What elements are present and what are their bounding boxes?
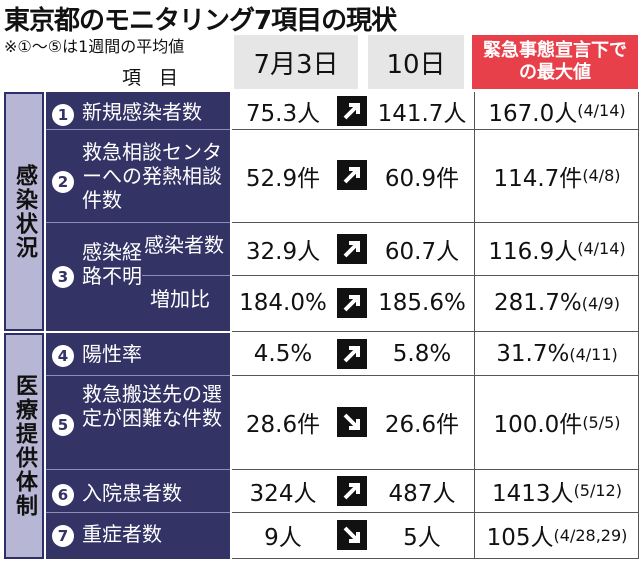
item-number: 3	[52, 266, 74, 288]
divider	[142, 275, 230, 276]
value-max: 31.7% (4/11)	[476, 333, 638, 375]
row-label: 新規感染者数	[82, 100, 202, 124]
label-block-medical	[46, 333, 230, 559]
max-date: (4/9)	[581, 293, 620, 313]
sub-group-label: 感染経路不明	[82, 240, 142, 288]
value-jul3: 4.5%	[253, 341, 313, 367]
value-jul3: 28.6件	[245, 412, 321, 438]
footnote: ※①～⑤は1週間の平均値	[4, 37, 185, 56]
value-10: 185.6%	[378, 290, 466, 316]
value-max: 105人 (4/28,29)	[476, 512, 638, 558]
value-10: 60.7人	[384, 238, 460, 265]
row-label: 重症者数	[82, 522, 162, 546]
trend-down-icon	[337, 520, 367, 550]
max-value: 116.9人	[488, 238, 578, 265]
divider	[46, 512, 230, 513]
value-max: 281.7% (4/9)	[476, 275, 638, 331]
max-date: (4/14)	[577, 101, 626, 120]
divider	[232, 275, 638, 276]
item-number: 1	[52, 104, 74, 126]
value-jul3: 32.9人	[245, 238, 321, 265]
monitoring-table: 感染状況 医療提供体制 1 新規感染者数 2 救急相談センターへの発熱相談件数 …	[4, 92, 639, 559]
value-max: 167.0人 (4/14)	[476, 92, 638, 129]
divider	[46, 129, 230, 130]
trend-up-icon	[337, 234, 367, 264]
trend-up-icon	[337, 96, 367, 126]
value-jul3: 324人	[249, 480, 317, 507]
value-10: 26.6件	[384, 412, 460, 438]
trend-up-icon	[337, 160, 367, 190]
page-title: 東京都のモニタリング7項目の現状	[4, 6, 397, 36]
item-number: 7	[52, 525, 74, 547]
divider	[232, 129, 638, 130]
divider	[638, 92, 639, 559]
col-header-max: 緊急事態宣言下での最大値	[472, 35, 638, 89]
trend-up-icon	[337, 476, 367, 506]
row-label: 救急相談センターへの発熱相談件数	[82, 140, 222, 212]
value-10: 5人	[403, 525, 441, 551]
value-jul3: 75.3人	[245, 100, 321, 127]
col-header-jul3: 7月3日	[234, 35, 358, 89]
value-jul3: 9人	[264, 525, 302, 551]
max-date: (5/5)	[582, 412, 621, 432]
max-value: 114.7件	[493, 165, 583, 192]
divider	[46, 222, 230, 223]
divider	[232, 469, 638, 470]
row-label: 増加比	[150, 287, 210, 311]
group-medical: 医療提供体制	[4, 333, 44, 559]
max-date: (4/28,29)	[553, 525, 628, 545]
row-label: 陽性率	[82, 342, 142, 366]
max-date: (5/12)	[573, 481, 622, 500]
trend-down-icon	[337, 407, 367, 437]
max-value: 31.7%	[496, 341, 570, 367]
item-column-header: 項 目	[122, 67, 185, 89]
row-label: 入院患者数	[82, 481, 182, 505]
group-infection: 感染状況	[4, 92, 44, 331]
max-value: 105人	[486, 525, 554, 551]
value-10: 487人	[388, 480, 456, 507]
group-medical-label: 医療提供体制	[12, 374, 37, 518]
value-max: 116.9人 (4/14)	[476, 222, 638, 275]
value-10: 5.8%	[392, 341, 452, 367]
value-max: 114.7件 (4/8)	[476, 129, 638, 222]
value-10: 60.9件	[384, 165, 460, 192]
group-infection-label: 感染状況	[12, 163, 37, 260]
max-date: (4/14)	[577, 239, 626, 258]
divider	[232, 375, 638, 376]
divider	[474, 92, 475, 559]
trend-up-icon	[337, 339, 367, 369]
divider	[232, 558, 638, 559]
item-number: 4	[52, 345, 74, 367]
row-label: 救急搬送先の選定が困難な件数	[82, 382, 222, 430]
value-10: 141.7人	[377, 100, 467, 127]
value-max: 100.0件 (5/5)	[476, 375, 638, 469]
max-value: 167.0人	[488, 100, 578, 127]
value-jul3: 52.9件	[245, 165, 321, 192]
divider	[232, 331, 638, 332]
col-header-10: 10日	[368, 35, 464, 89]
divider	[232, 222, 638, 223]
label-block-infection	[46, 92, 230, 331]
divider	[46, 375, 230, 376]
item-number: 6	[52, 484, 74, 506]
max-date: (4/8)	[582, 166, 621, 185]
trend-up-icon	[337, 288, 367, 318]
max-value: 281.7%	[494, 290, 582, 316]
value-max: 1413人 (5/12)	[476, 469, 638, 512]
max-value: 100.0件	[493, 412, 583, 438]
item-number: 5	[52, 414, 74, 436]
row-label: 感染者数	[144, 233, 224, 257]
max-value: 1413人	[492, 480, 574, 507]
value-jul3: 184.0%	[239, 290, 327, 316]
max-date: (4/11)	[569, 344, 618, 364]
divider	[232, 512, 638, 513]
divider	[46, 469, 230, 470]
item-number: 2	[52, 171, 74, 193]
